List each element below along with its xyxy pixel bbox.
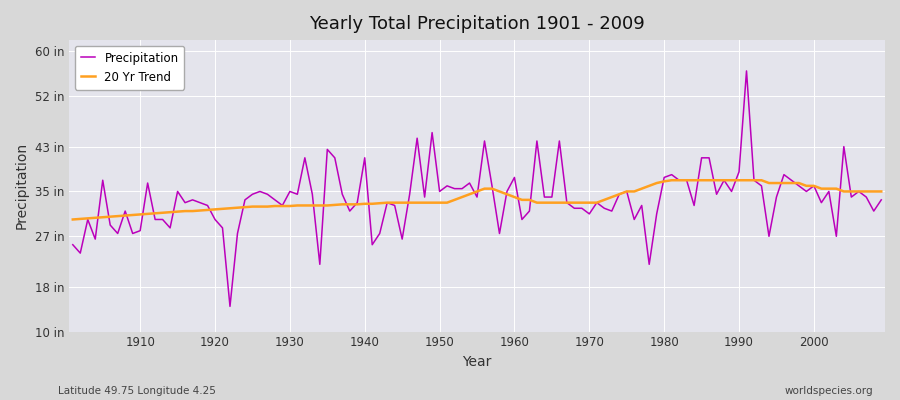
Precipitation [741,68,751,73]
20 Yr Trend [127,212,138,217]
Precipitation [517,217,527,222]
X-axis label: Year: Year [463,355,491,369]
20 Yr Trend [666,178,677,183]
Text: Latitude 49.75 Longitude 4.25: Latitude 49.75 Longitude 4.25 [58,386,216,396]
20 Yr Trend [509,195,520,200]
Legend: Precipitation, 20 Yr Trend: Precipitation, 20 Yr Trend [75,46,184,90]
Line: 20 Yr Trend: 20 Yr Trend [73,180,881,220]
Precipitation [345,209,356,214]
20 Yr Trend [501,192,512,197]
Text: worldspecies.org: worldspecies.org [785,386,873,396]
Precipitation [876,198,886,202]
Precipitation [509,175,520,180]
Line: Precipitation: Precipitation [73,71,881,306]
20 Yr Trend [876,189,886,194]
Y-axis label: Precipitation: Precipitation [15,142,29,230]
20 Yr Trend [292,203,302,208]
20 Yr Trend [68,217,78,222]
Precipitation [225,304,236,309]
20 Yr Trend [337,202,347,207]
Title: Yearly Total Precipitation 1901 - 2009: Yearly Total Precipitation 1901 - 2009 [309,15,645,33]
Precipitation [607,209,617,214]
20 Yr Trend [598,198,609,202]
Precipitation [68,242,78,247]
Precipitation [127,231,138,236]
Precipitation [300,156,310,160]
